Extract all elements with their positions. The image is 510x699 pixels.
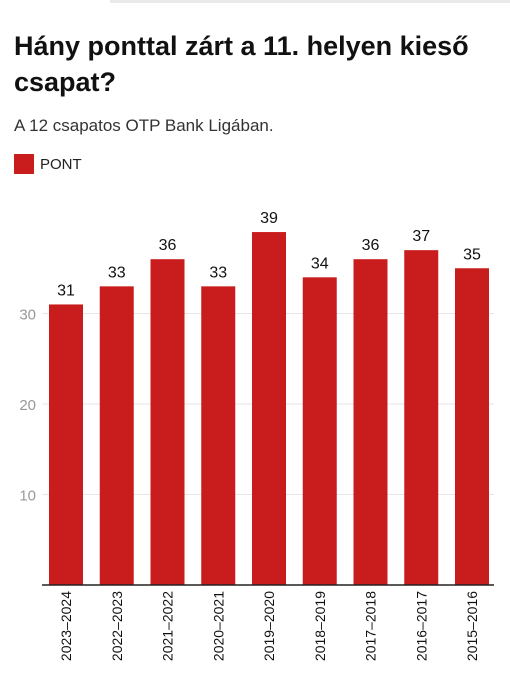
x-tick-label: 2023–2024 — [58, 591, 74, 661]
data-label: 36 — [159, 237, 177, 254]
top-divider — [110, 0, 510, 3]
bar — [404, 250, 439, 585]
data-label: 33 — [108, 264, 126, 281]
data-label: 34 — [311, 255, 329, 272]
x-tick-label: 2016–2017 — [413, 591, 429, 661]
legend-swatch — [14, 154, 34, 174]
data-label: 33 — [209, 264, 227, 281]
x-tick-label: 2017–2018 — [363, 591, 379, 661]
x-tick-label: 2021–2022 — [160, 591, 176, 661]
bar-chart: 10 20 30 31 2023–2024 33 2022–2023 36 2021–2022 3… — [19, 210, 494, 661]
y-tick-label: 30 — [19, 307, 36, 324]
y-tick-label: 20 — [19, 397, 36, 414]
bar — [201, 286, 236, 585]
data-label: 35 — [463, 246, 481, 263]
x-tick-label: 2015–2016 — [464, 591, 480, 661]
x-tick-label: 2020–2021 — [210, 591, 226, 661]
data-label: 31 — [57, 282, 75, 299]
x-tick-label: 2022–2023 — [109, 591, 125, 661]
legend: PONT — [14, 154, 82, 174]
x-tick-label: 2018–2019 — [312, 591, 328, 661]
data-label: 39 — [260, 210, 278, 227]
y-tick-label: 10 — [19, 488, 36, 505]
chart-title: Hány ponttal zárt a 11. helyen kieső csa… — [14, 31, 469, 97]
data-label: 37 — [412, 228, 430, 245]
bar — [252, 232, 286, 586]
bar — [353, 259, 388, 585]
x-tick-label: 2019–2020 — [261, 591, 277, 661]
bar — [99, 286, 134, 585]
bar — [302, 277, 337, 585]
chart-subtitle: A 12 csapatos OTP Bank Ligában. — [14, 116, 274, 135]
bar — [455, 268, 489, 585]
bar — [150, 259, 185, 585]
data-label: 36 — [362, 237, 380, 254]
bar — [49, 304, 83, 585]
legend-label: PONT — [40, 155, 82, 173]
